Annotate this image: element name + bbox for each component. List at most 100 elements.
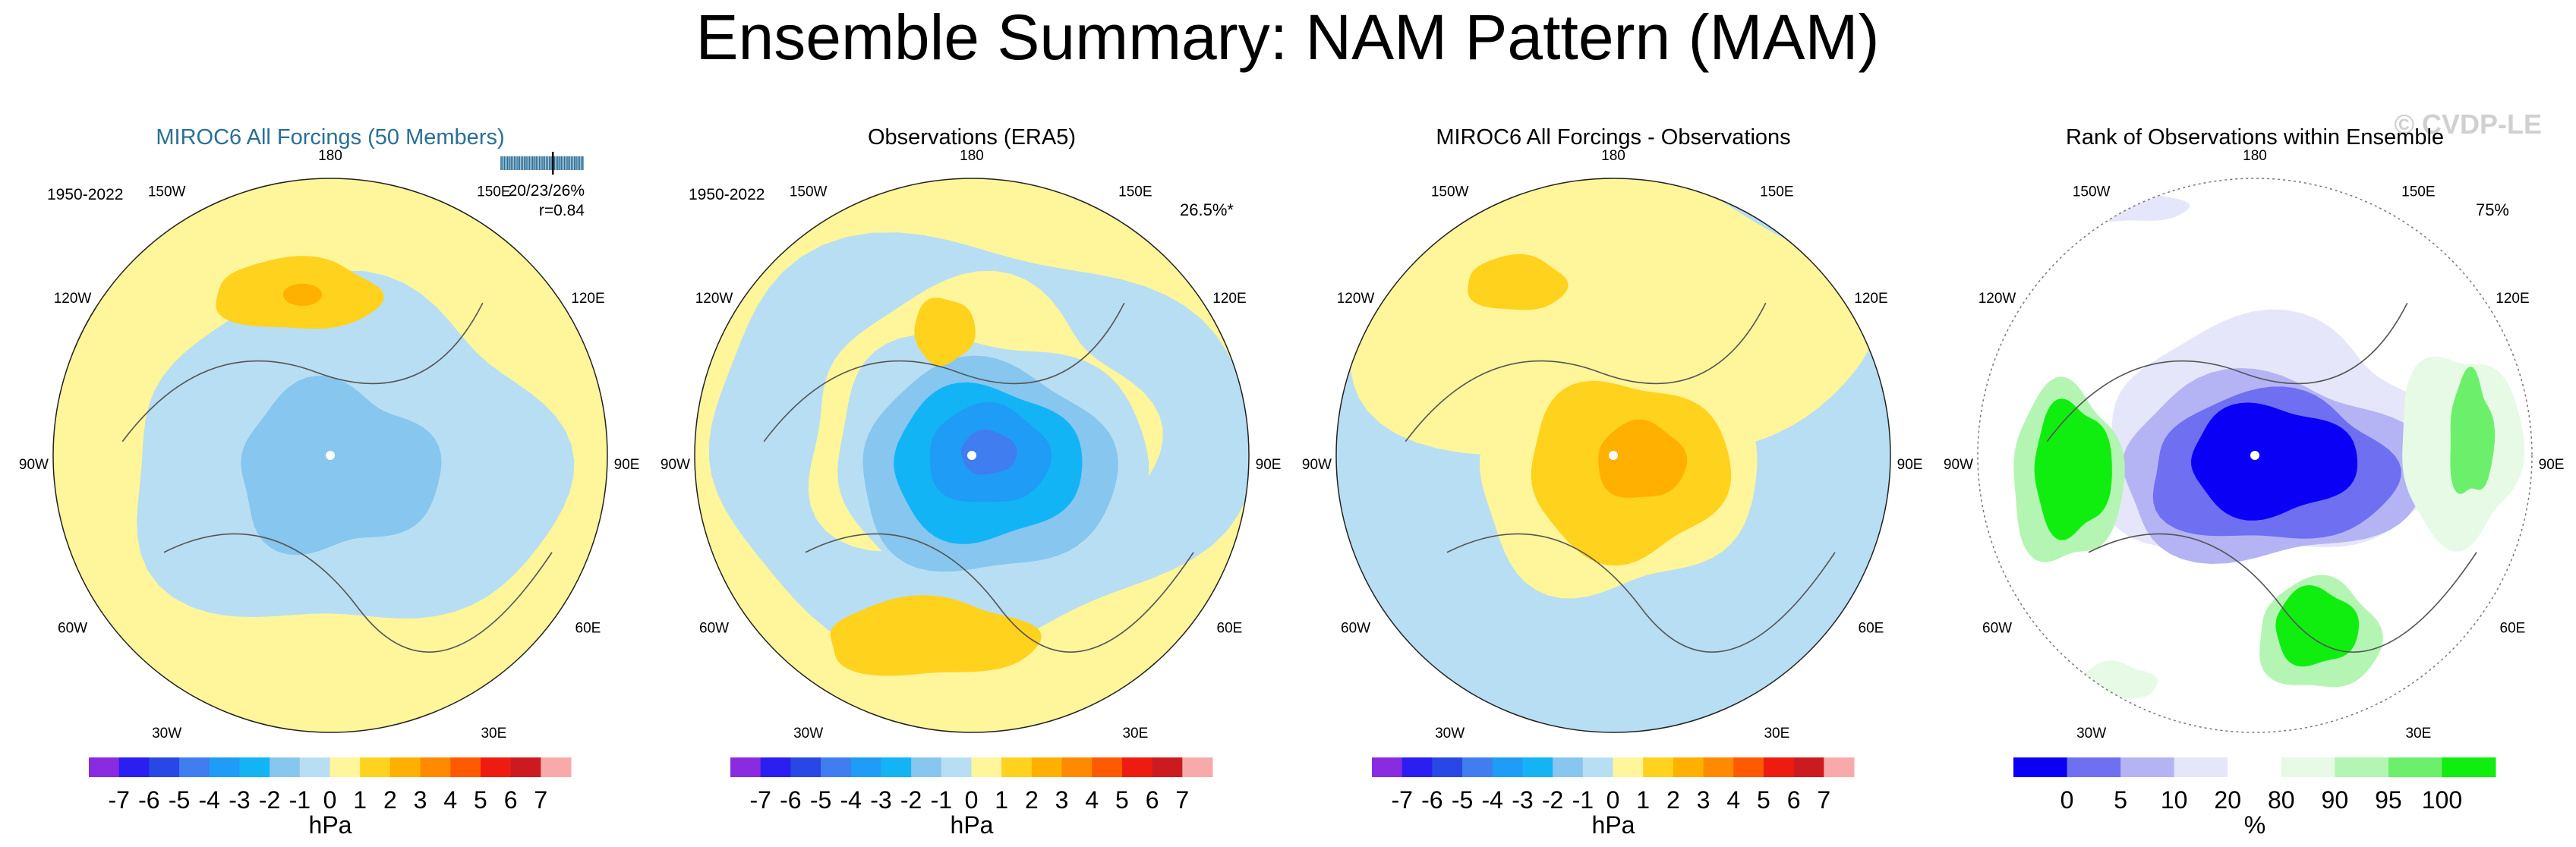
longitude-label: 60E — [2500, 620, 2526, 636]
colorbar-swatch — [1152, 757, 1183, 777]
longitude-label: 180 — [318, 148, 342, 164]
colorbar-tick-label: 0 — [2060, 786, 2074, 814]
colorbar-swatch — [118, 757, 150, 777]
colorbar-tick-label: -4 — [840, 786, 862, 814]
colorbar-swatch — [1763, 757, 1795, 777]
contour-region — [2191, 402, 2357, 521]
colorbar-swatch — [329, 757, 361, 777]
colorbar-swatch — [1402, 757, 1433, 777]
field-map — [1336, 178, 1890, 732]
colorbar-tick-label: 6 — [504, 786, 518, 814]
colorbar-tick-label: 2 — [1666, 786, 1680, 814]
colorbar-swatch — [2228, 757, 2282, 777]
colorbar-tick-label: -6 — [1421, 786, 1442, 814]
north-pole-marker — [967, 451, 976, 460]
colorbar-tick-label: -7 — [108, 786, 129, 814]
longitude-label: 30E — [1122, 726, 1148, 742]
colorbar-tick-label: -3 — [229, 786, 250, 814]
colorbar-swatch — [1492, 757, 1523, 777]
contour-region — [1468, 253, 1569, 310]
colorbar-tick-label: -7 — [1391, 786, 1412, 814]
colorbar-swatch — [1824, 757, 1855, 777]
colorbar-swatch — [1061, 757, 1093, 777]
colorbar-swatch — [1522, 757, 1553, 777]
colorbar-tick-label: 6 — [1146, 786, 1159, 814]
panel-title: MIROC6 All Forcings (50 Members) — [156, 125, 504, 150]
colorbar-tick-label: 7 — [1175, 786, 1189, 814]
longitude-label: 180 — [1601, 148, 1625, 164]
colorbar-tick-label: 2 — [1025, 786, 1039, 814]
colorbar-swatch — [89, 757, 120, 777]
colorbar-tick-label: -6 — [138, 786, 159, 814]
colorbar-swatch — [510, 757, 541, 777]
colorbar-tick-label: 100 — [2422, 786, 2462, 814]
longitude-label: 120W — [1979, 291, 2016, 307]
colorbar-swatch — [2067, 757, 2121, 777]
colorbar-unit: hPa — [309, 811, 352, 839]
contour-region — [1348, 178, 1876, 456]
longitude-label: 30E — [481, 726, 506, 742]
colorbar-swatch — [1182, 757, 1213, 777]
contour-region — [914, 298, 976, 366]
colorbar-swatch — [480, 757, 512, 777]
colorbar-tick-label: -3 — [870, 786, 891, 814]
colorbar-swatch — [1553, 757, 1584, 777]
colorbar-swatch — [1793, 757, 1824, 777]
colorbar-swatch — [179, 757, 210, 777]
colorbar-swatch — [2120, 757, 2175, 777]
colorbar-tick-label: 4 — [1726, 786, 1740, 814]
longitude-label: 60E — [1217, 620, 1243, 636]
longitude-label: 90W — [19, 457, 49, 473]
longitude-label: 120E — [1854, 291, 1887, 307]
longitude-label: 180 — [960, 148, 984, 164]
longitude-label: 150W — [1431, 184, 1469, 200]
longitude-label: 120W — [54, 291, 92, 307]
coastline — [2046, 302, 2477, 653]
longitude-label: 150W — [790, 184, 828, 200]
colorbar-tick-label: -3 — [1512, 786, 1533, 814]
colorbar-swatch — [1582, 757, 1613, 777]
colorbar-tick-label: 6 — [1787, 786, 1801, 814]
colorbar-tick-label: 1 — [995, 786, 1008, 814]
colorbar-tick-label: 0 — [323, 786, 337, 814]
colorbar-tick-label: 10 — [2161, 786, 2188, 814]
colorbar-swatch — [821, 757, 852, 777]
longitude-label: 120E — [571, 291, 604, 307]
colorbar-tick-label: -2 — [1542, 786, 1563, 814]
longitude-label: 90W — [1944, 457, 1973, 473]
colorbar-tick-label: 0 — [1606, 786, 1620, 814]
longitude-label: 30W — [2076, 726, 2106, 742]
colorbar-tick-label: -4 — [1482, 786, 1503, 814]
contour-region — [830, 595, 1042, 676]
contour-region — [1598, 419, 1688, 498]
colorbar-tick-label: -4 — [199, 786, 220, 814]
longitude-label: 150W — [148, 184, 186, 200]
correlation-label: r=0.84 — [539, 202, 585, 219]
colorbar-tick-label: -2 — [900, 786, 922, 814]
contour-region — [961, 429, 1017, 475]
north-pole-marker — [2250, 451, 2259, 460]
colorbar-tick-label: -5 — [169, 786, 190, 814]
colorbar-tick-label: 5 — [2114, 786, 2127, 814]
colorbar-tick-label: 1 — [353, 786, 367, 814]
colorbar-tick-label: 5 — [474, 786, 487, 814]
colorbar-swatch — [389, 757, 421, 777]
colorbar-swatch — [911, 757, 942, 777]
figure-title: Ensemble Summary: NAM Pattern (MAM) — [695, 2, 1879, 73]
colorbar-swatch — [1733, 757, 1764, 777]
colorbar-swatch — [1462, 757, 1493, 777]
longitude-label: 90E — [1256, 457, 1282, 473]
panel-3: MIROC6 All Forcings - Observations180150… — [1302, 125, 1923, 839]
longitude-label: 90E — [1897, 457, 1923, 473]
colorbar-swatch — [2442, 757, 2496, 777]
colorbar-tick-label: -5 — [810, 786, 831, 814]
longitude-label: 60E — [1859, 620, 1884, 636]
colorbar-swatch — [239, 757, 270, 777]
colorbar-swatch — [1001, 757, 1033, 777]
colorbar-tick-label: -1 — [289, 786, 311, 814]
watermark: © CVDP-LE — [2394, 109, 2542, 140]
north-pole-marker — [326, 451, 335, 460]
colorbar-swatch — [299, 757, 330, 777]
colorbar-swatch — [1372, 757, 1403, 777]
